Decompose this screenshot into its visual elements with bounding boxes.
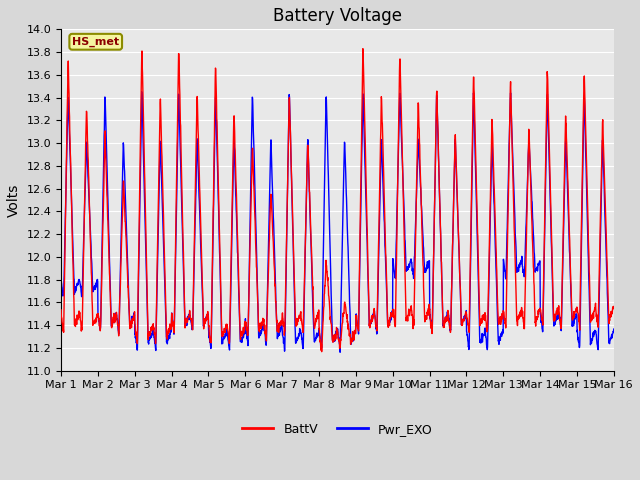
BattV — [561, 128, 569, 133]
Pwr_EXO — [610, 326, 618, 332]
Text: HS_met: HS_met — [72, 36, 119, 47]
Pwr_EXO — [366, 321, 374, 327]
Title: Battery Voltage: Battery Voltage — [273, 7, 402, 25]
BattV — [499, 316, 506, 322]
BattV — [366, 325, 374, 331]
Pwr_EXO — [138, 89, 145, 95]
Pwr_EXO — [354, 322, 362, 328]
BattV — [359, 46, 367, 51]
BattV — [211, 78, 219, 84]
BattV — [318, 349, 326, 355]
Y-axis label: Volts: Volts — [7, 183, 21, 216]
Legend: BattV, Pwr_EXO: BattV, Pwr_EXO — [237, 418, 438, 441]
Pwr_EXO — [57, 279, 65, 285]
Line: BattV: BattV — [61, 48, 614, 352]
Pwr_EXO — [336, 349, 344, 355]
BattV — [610, 304, 618, 310]
BattV — [57, 307, 65, 313]
Pwr_EXO — [499, 331, 506, 337]
Pwr_EXO — [212, 95, 220, 101]
Line: Pwr_EXO: Pwr_EXO — [61, 92, 614, 352]
Pwr_EXO — [577, 286, 584, 292]
BattV — [354, 324, 362, 330]
BattV — [577, 264, 584, 270]
Pwr_EXO — [561, 149, 569, 155]
